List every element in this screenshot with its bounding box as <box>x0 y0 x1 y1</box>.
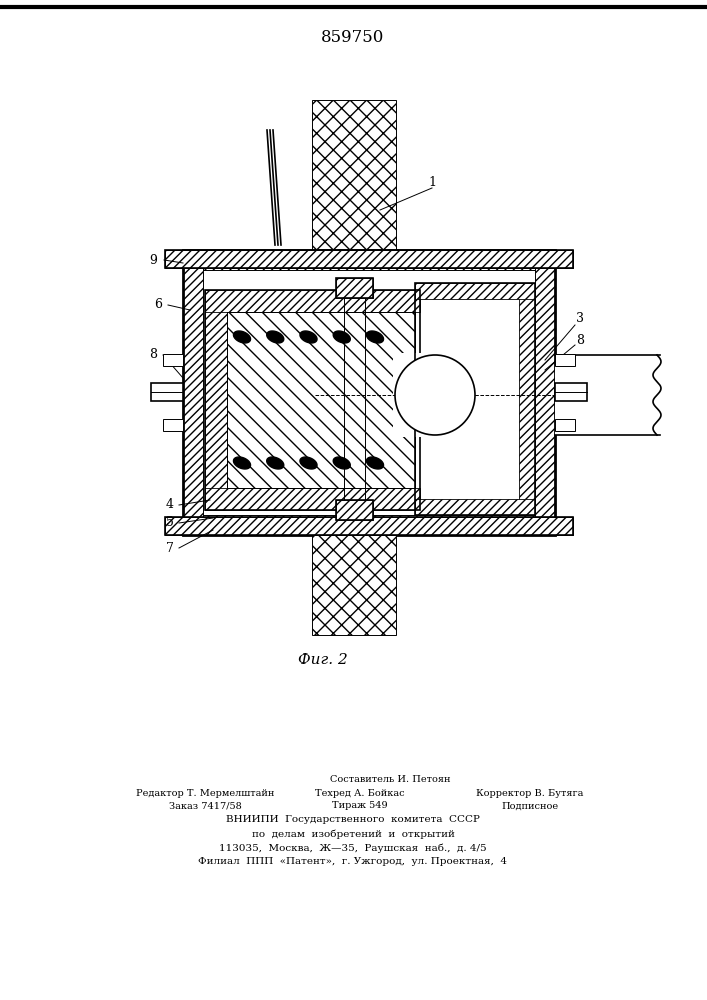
Bar <box>163 354 183 366</box>
Bar <box>336 500 373 520</box>
Text: Филиал  ППП  «Патент»,  г. Ужгород,  ул. Проектная,  4: Филиал ППП «Патент», г. Ужгород, ул. Про… <box>199 857 508 866</box>
Bar <box>165 250 573 268</box>
Bar <box>555 419 575 431</box>
Polygon shape <box>300 331 317 343</box>
Text: 113035,  Москва,  Ж—35,  Раушская  наб.,  д. 4/5: 113035, Москва, Ж—35, Раушская наб., д. … <box>219 843 487 853</box>
Text: Техред А. Бойкас: Техред А. Бойкас <box>315 788 405 798</box>
Text: 6: 6 <box>154 298 162 312</box>
Polygon shape <box>233 331 250 343</box>
Bar <box>555 354 575 366</box>
Bar <box>205 290 420 510</box>
Bar <box>336 500 373 520</box>
Bar <box>555 355 660 435</box>
Polygon shape <box>333 331 350 343</box>
Bar <box>183 515 555 535</box>
Text: 5: 5 <box>166 516 174 530</box>
Polygon shape <box>366 331 383 343</box>
Bar <box>312 100 396 250</box>
Text: 8: 8 <box>576 334 584 347</box>
Bar <box>205 290 227 510</box>
Bar <box>312 535 396 635</box>
Text: по  делам  изобретений  и  открытий: по делам изобретений и открытий <box>252 829 455 839</box>
Bar <box>535 250 555 535</box>
Bar <box>183 250 555 535</box>
Text: Редактор Т. Мермелштайн: Редактор Т. Мермелштайн <box>136 788 274 798</box>
Circle shape <box>395 355 475 435</box>
Text: 8: 8 <box>149 349 157 361</box>
Polygon shape <box>366 457 383 469</box>
Bar <box>227 312 415 488</box>
Text: 7: 7 <box>166 542 174 554</box>
Text: 1: 1 <box>428 176 436 190</box>
Bar <box>555 355 660 435</box>
Text: Тираж 549: Тираж 549 <box>332 802 388 810</box>
Polygon shape <box>267 331 284 343</box>
Bar <box>415 283 535 299</box>
Text: Составитель И. Петоян: Составитель И. Петоян <box>329 776 450 784</box>
Bar <box>393 353 477 437</box>
Bar <box>151 383 183 401</box>
Text: 4: 4 <box>166 498 174 512</box>
Bar <box>205 290 420 312</box>
Polygon shape <box>300 457 317 469</box>
Bar <box>415 499 535 515</box>
Bar <box>336 278 373 298</box>
Bar <box>163 419 183 431</box>
Bar <box>519 283 535 515</box>
Bar <box>183 250 203 535</box>
Bar <box>336 278 373 298</box>
Bar <box>165 517 573 535</box>
Text: Подписное: Подписное <box>501 802 559 810</box>
Text: Фиг. 2: Фиг. 2 <box>298 653 348 667</box>
Bar <box>165 517 573 535</box>
Text: 859750: 859750 <box>321 29 385 46</box>
Bar <box>555 383 587 401</box>
Text: Корректор В. Бутяга: Корректор В. Бутяга <box>477 788 584 798</box>
Bar <box>415 283 535 515</box>
Bar <box>165 250 573 268</box>
Polygon shape <box>233 457 250 469</box>
Polygon shape <box>333 457 350 469</box>
Text: 9: 9 <box>149 253 157 266</box>
Bar <box>227 312 415 488</box>
Polygon shape <box>267 457 284 469</box>
Bar <box>183 250 555 270</box>
Text: Заказ 7417/58: Заказ 7417/58 <box>169 802 241 810</box>
Text: 3: 3 <box>576 312 584 324</box>
Text: ВНИИПИ  Государственного  комитета  СССР: ВНИИПИ Государственного комитета СССР <box>226 816 480 824</box>
Bar <box>205 488 420 510</box>
